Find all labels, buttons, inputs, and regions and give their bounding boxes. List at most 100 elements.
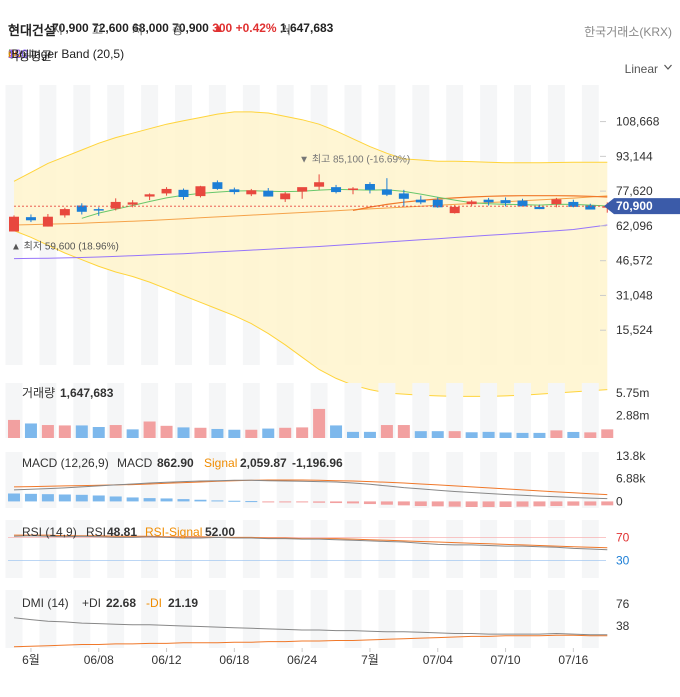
x-tick-label: 06/08	[84, 653, 114, 667]
macd-hist-bar	[126, 497, 139, 502]
grid-stripe	[39, 590, 57, 648]
grid-stripe	[73, 590, 91, 648]
indicator-legend[interactable]: 이동평균 5 20 60 120 Bollinger Band (20,5)	[8, 47, 124, 63]
rsi-level-30: 30	[616, 554, 630, 568]
candle-body	[195, 186, 206, 197]
macd-hist-bar	[92, 495, 105, 502]
grid-stripe	[208, 452, 226, 508]
volume-bar	[296, 427, 309, 438]
y-tick-label: 77,620	[616, 184, 653, 198]
dmi-tick-label: 38	[616, 619, 630, 633]
x-tick-label: 06/24	[287, 653, 317, 667]
candle-body	[364, 184, 375, 190]
candle-body	[517, 200, 528, 207]
macd-hist-bar	[601, 501, 614, 506]
volume-tick-label: 2.88m	[616, 408, 649, 422]
low-value: 68,000	[132, 21, 169, 35]
rsi-level-70: 70	[616, 530, 630, 544]
macd-tick-label: 0	[616, 494, 623, 508]
dmi-tick-label: 76	[616, 597, 630, 611]
grid-stripe	[73, 520, 91, 578]
dmi-pdi-label: +DI	[82, 596, 101, 610]
open-label: 시	[52, 23, 64, 37]
grid-stripe	[378, 452, 396, 508]
macd-hist-bar	[330, 501, 343, 504]
rsi-line	[13, 535, 608, 551]
grid-stripe	[344, 590, 362, 648]
current-price-label: 70,900	[616, 199, 653, 213]
candle-body	[483, 199, 494, 203]
ma60-label: 60	[8, 47, 22, 61]
dmi-minus-line	[13, 634, 608, 648]
volume-bar	[177, 427, 190, 438]
grid-stripe	[581, 452, 599, 508]
grid-stripe	[73, 383, 91, 438]
candle-body	[466, 201, 477, 205]
exchange-name: 한국거래소(KRX)	[584, 25, 672, 39]
macd-hist-bar	[177, 499, 190, 502]
ma5-label: 5	[8, 47, 15, 61]
high-label: 고	[92, 23, 104, 37]
grid-stripe	[5, 590, 23, 648]
volume-bar	[567, 431, 580, 438]
grid-stripe	[276, 383, 294, 438]
volume-bar	[550, 430, 563, 438]
x-tick-label: 07/16	[558, 653, 588, 667]
rsi-label: RSI	[86, 525, 106, 539]
y-tick-label: 15,524	[616, 323, 653, 337]
candle-body	[110, 201, 121, 209]
candle-body	[280, 193, 291, 200]
scale-mode-select[interactable]: Linear	[624, 62, 658, 76]
candle-body	[144, 194, 155, 197]
macd-hist-bar	[228, 500, 241, 502]
candle-body	[415, 199, 426, 203]
candle-body	[551, 199, 562, 205]
macd-hist-bar	[397, 501, 410, 506]
y-tick-label: 62,096	[616, 219, 653, 233]
candle-body	[25, 217, 36, 221]
macd-hist-bar	[296, 501, 309, 503]
volume-bar	[24, 423, 37, 438]
volume-bar	[380, 425, 393, 438]
grid-stripe	[412, 383, 430, 438]
change-value: 300	[212, 21, 233, 35]
ma20-label: 20	[8, 47, 22, 61]
volume-bar	[160, 425, 173, 438]
grid-stripe	[276, 520, 294, 578]
macd-hist-bar	[414, 501, 427, 507]
grid-stripe	[344, 520, 362, 578]
macd-hist-bar	[465, 501, 478, 508]
grid-stripe	[378, 590, 396, 648]
grid-stripe	[242, 383, 260, 438]
ma20-line	[352, 195, 608, 211]
bollinger-lower-line	[13, 230, 608, 397]
grid-stripe	[378, 520, 396, 578]
rsi-panel-label: RSI (14,9)	[22, 525, 77, 539]
grid-stripe	[107, 590, 125, 648]
grid-stripe	[208, 590, 226, 648]
grid-stripe	[141, 520, 159, 578]
macd-hist-bar	[211, 500, 224, 502]
volume-bar	[448, 431, 461, 438]
candle-body	[161, 188, 172, 194]
grid-stripe	[39, 520, 57, 578]
macd-hist-bar	[279, 501, 292, 503]
high-annotation: ▼ 최고 85,100 (-16.69%)	[299, 153, 410, 165]
volume-bar	[126, 429, 139, 438]
grid-stripe	[514, 452, 531, 508]
dmi-panel-label: DMI (14)	[22, 596, 69, 610]
chevron-down-icon[interactable]	[664, 63, 672, 71]
macd-hist-bar	[262, 501, 275, 503]
volume-bar	[194, 427, 207, 438]
dmi-mdi-label: -DI	[146, 596, 162, 610]
close-value: 70,900	[172, 21, 209, 35]
grid-stripe	[107, 383, 125, 438]
candle-body	[534, 206, 545, 210]
grid-stripe	[480, 590, 498, 648]
grid-stripe	[480, 452, 498, 508]
candle-body	[212, 182, 223, 189]
candle-body	[59, 209, 70, 216]
candle-body	[246, 190, 257, 195]
grid-stripe	[412, 452, 430, 508]
